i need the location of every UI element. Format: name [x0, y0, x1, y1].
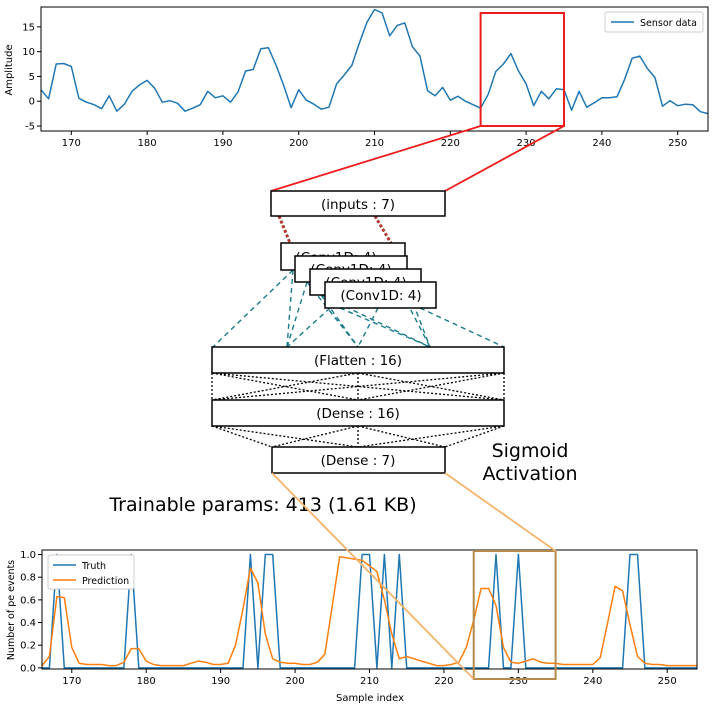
sensor-x-tick-label: 170 [62, 138, 81, 149]
prediction-x-tick-label: 190 [211, 676, 230, 687]
activation-label-line1: Sigmoid [492, 440, 569, 462]
prediction-plot-frame [41, 549, 698, 670]
prediction-x-tick-label: 200 [286, 676, 305, 687]
dense-16-layer-label: (Dense : 16) [316, 406, 399, 422]
prediction-x-tick-label: 230 [509, 676, 528, 687]
prediction-series [41, 553, 697, 669]
prediction-chart: 170 180 190 200 210 220 230 240 250 0.0 0.2 0.4 0.6 0… [6, 549, 698, 704]
prediction-x-axis-label: Sample index [336, 693, 404, 704]
sensor-plot-frame [40, 6, 709, 132]
zoom-connector-left [271, 472, 475, 680]
dense-7-layer: (Dense : 7) [271, 446, 446, 474]
prediction-zoom-box [472, 550, 557, 680]
sensor-y-tick-label: 15 [22, 22, 35, 33]
prediction-x-tick-label: 240 [583, 676, 602, 687]
prediction-y-tick-label: 0.2 [20, 641, 36, 652]
prediction-x-tick-label: 250 [658, 676, 677, 687]
activation-label-line2: Activation [482, 463, 577, 485]
dense-7-layer-label: (Dense : 7) [321, 453, 396, 469]
network-diagram: (Conv1D: 4) (Conv1D: 4) (Conv1D: 4) (Con… [108, 190, 578, 516]
dense-dense-links [211, 425, 505, 448]
flatten-layer-label: (Flatten : 16) [314, 353, 402, 369]
sensor-y-tick-label: 5 [29, 72, 35, 83]
prediction-y-tick-label: 0.4 [20, 618, 36, 629]
sensor-zoom-box [479, 12, 565, 127]
prediction-line [41, 556, 697, 667]
truth-line [42, 553, 697, 669]
prediction-x-tick-label: 180 [137, 676, 156, 687]
trainable-params-label: Trainable params: 413 (1.61 KB) [108, 494, 416, 516]
sensor-x-tick-label: 210 [365, 138, 384, 149]
prediction-y-tick-label: 0.8 [20, 573, 36, 584]
sensor-x-tick-label: 190 [213, 138, 232, 149]
prediction-y-axis-label: Number of pe events [6, 560, 17, 660]
conv1d-label: (Conv1D: 4) [340, 288, 421, 304]
sensor-x-tick-label: 220 [441, 138, 460, 149]
zoom-connector-left [270, 125, 481, 192]
input-layer: (inputs : 7) [270, 190, 446, 217]
sensor-x-tick-label: 200 [289, 138, 308, 149]
zoom-connector-right [444, 472, 557, 552]
prediction-x-tick-label: 220 [434, 676, 453, 687]
sensor-y-tick-label: -5 [25, 122, 35, 133]
sensor-x-tick-label: 240 [592, 138, 611, 149]
sensor-y-axis-label: Amplitude [4, 44, 15, 95]
flatten-dense-links [211, 372, 505, 401]
prediction-y-tick-label: 1.0 [20, 550, 36, 561]
sensor-series [40, 8, 709, 115]
prediction-x-tick-label: 210 [360, 676, 379, 687]
sensor-x-tick-label: 180 [138, 138, 157, 149]
input-conv-link [373, 215, 393, 244]
sensor-chart: 170 180 190 200 210 220 230 240 250 -5 0 5 10 15 Ampl… [4, 6, 709, 149]
input-conv-link [277, 215, 292, 244]
sensor-y-tick-label: 0 [29, 97, 35, 108]
input-layer-label: (inputs : 7) [321, 197, 395, 213]
sensor-x-tick-label: 250 [668, 138, 687, 149]
prediction-y-tick-label: 0.6 [20, 595, 36, 606]
sensor-y-tick-label: 10 [22, 47, 35, 58]
conv1d-layer-4: (Conv1D: 4) [324, 281, 437, 309]
sensor-x-tick-label: 230 [517, 138, 536, 149]
prediction-legend: Truth Prediction [47, 554, 135, 590]
prediction-legend-label: Prediction [82, 576, 129, 587]
flatten-layer: (Flatten : 16) [211, 346, 505, 374]
sensor-data-line [40, 8, 709, 115]
prediction-y-tick-label: 0.0 [20, 663, 36, 674]
prediction-x-tick-label: 170 [62, 676, 81, 687]
dense-16-layer: (Dense : 16) [211, 399, 505, 427]
truth-legend-label: Truth [81, 561, 106, 572]
sensor-legend-label: Sensor data [640, 18, 697, 29]
sensor-legend: Sensor data [604, 11, 704, 33]
zoom-connector-right [444, 125, 565, 192]
